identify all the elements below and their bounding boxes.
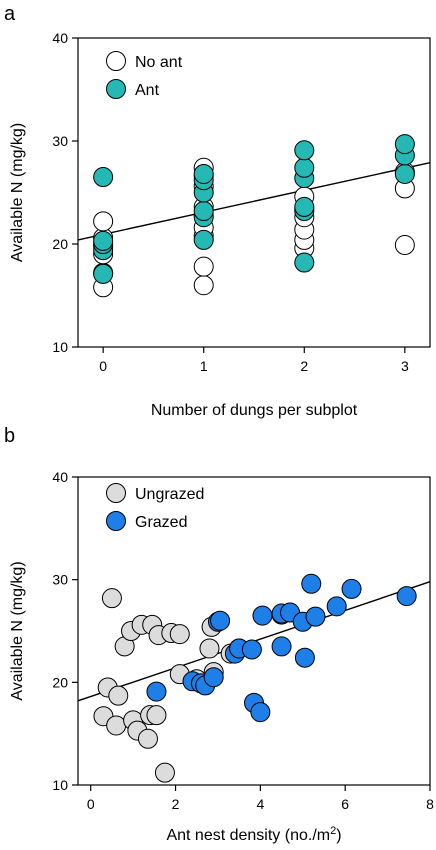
panel-b-legend-label: Ungrazed [135, 486, 204, 503]
panel-a-point-ant [193, 163, 214, 184]
panel-a-x-tick-label: 1 [200, 358, 208, 374]
panel-a-point-ant [93, 263, 114, 284]
panel-b-y-tick-label: 20 [52, 674, 68, 690]
panel-b-y-tick-label: 30 [52, 572, 68, 588]
panel-b-x-axis-label-main: Ant nest density (no./m [166, 827, 330, 844]
panel-a-point-ant [394, 163, 415, 184]
panel-b-point-grazed [210, 610, 231, 631]
panel-a-x-tick-label: 0 [99, 358, 107, 374]
panel-b-point-ungrazed [154, 762, 175, 783]
panel-b-point-grazed [252, 605, 273, 626]
panel-b-point-ungrazed [146, 705, 167, 726]
panel-a-plot-frame [77, 37, 431, 348]
panel-a-point-ant [294, 196, 315, 217]
panel-b-y-tick-label: 10 [52, 777, 68, 793]
panel-a-legend-label: No ant [135, 54, 183, 71]
panel-b-x-tick-label: 4 [256, 796, 264, 812]
panel-b-point-grazed [326, 596, 347, 617]
panel-a-point-ant [93, 167, 114, 188]
panel-a-point-no-ant [93, 211, 114, 232]
panel-a-point-no-ant [193, 275, 214, 296]
panel-a-x-tick-label: 2 [300, 358, 308, 374]
panel-b-y-tick-label: 40 [52, 469, 68, 485]
panel-b-legend-marker [106, 483, 126, 503]
panel-b-letter: b [4, 425, 15, 447]
panel-b-point-grazed [301, 573, 322, 594]
panel-b-point-grazed [305, 606, 326, 627]
panel-a-legend-marker [106, 79, 126, 99]
panel-b-points [93, 573, 417, 783]
panel-b-legend: Ungrazed Grazed [106, 483, 204, 531]
panel-a-fit-line-group [77, 161, 431, 241]
panel-b-point-grazed [250, 702, 271, 723]
panel-b-point-grazed [146, 681, 167, 702]
panel-b-x-tick-label: 0 [87, 796, 95, 812]
panel-b-point-grazed [203, 667, 224, 688]
panel-b-x-axis-label: Ant nest density (no./m2) [166, 825, 341, 844]
panel-a-point-ant [294, 157, 315, 178]
panel-b-point-ungrazed [199, 638, 220, 659]
panel-a-letter: a [4, 3, 16, 25]
panel-b-point-grazed [241, 639, 262, 660]
panel-b-x-axis-label-end: ) [336, 827, 341, 844]
panel-b-point-ungrazed [169, 624, 190, 645]
panel-b-x-tick-label: 6 [341, 796, 349, 812]
panel-b-x-axis-label-superscript: 2 [330, 825, 336, 837]
panel-a-point-ant [394, 134, 415, 155]
panel-a-y-tick-label: 10 [52, 339, 68, 355]
panel-b-point-grazed [271, 636, 292, 657]
panel-b-legend-marker [106, 511, 126, 531]
panel-a-fit-line [77, 161, 431, 241]
panel-a-x-tick-label: 3 [401, 358, 409, 374]
panel-b-point-grazed [396, 586, 417, 607]
panel-b-plot-frame [77, 476, 431, 786]
panel-a-point-ant [294, 252, 315, 273]
panel-a-points [93, 134, 415, 298]
panel-a-point-ant [193, 201, 214, 222]
panel-a-ticks: 10 20 30 40 0 1 2 3 [52, 30, 409, 374]
panel-b-x-tick-label: 8 [426, 796, 434, 812]
panel-a-point-ant [93, 230, 114, 251]
panel-b-x-tick-label: 2 [172, 796, 180, 812]
panel-b-legend-label: Grazed [135, 514, 187, 531]
panel-a-point-no-ant [394, 235, 415, 256]
panel-b-point-ungrazed [101, 588, 122, 609]
panel-b-point-ungrazed [106, 715, 127, 736]
panel-a-y-tick-label: 30 [52, 133, 68, 149]
panel-b: b 10 20 30 40 0 2 4 6 8 Ungrazed Grazed Available… [4, 425, 434, 844]
panel-a-legend-label: Ant [135, 82, 160, 99]
panel-b-ticks: 10 20 30 40 0 2 4 6 8 [52, 469, 434, 812]
panel-a-point-ant [193, 229, 214, 250]
panel-a-y-axis-label: Available N (mg/kg) [9, 123, 26, 262]
panel-a: a 10 20 30 40 0 1 2 3 No ant Ant Available N (mg… [4, 3, 431, 419]
panel-a-point-no-ant [193, 256, 214, 277]
panel-b-point-ungrazed [108, 685, 129, 706]
panel-a-y-tick-label: 20 [52, 236, 68, 252]
panel-a-legend-marker [106, 51, 126, 71]
panel-b-point-grazed [341, 578, 362, 599]
panel-a-y-tick-label: 40 [52, 30, 68, 46]
panel-b-point-ungrazed [137, 728, 158, 749]
panel-a-legend: No ant Ant [106, 51, 183, 99]
panel-a-x-axis-label: Number of dungs per subplot [151, 402, 358, 419]
panel-a-point-ant [294, 140, 315, 161]
panel-b-y-axis-label: Available N (mg/kg) [9, 561, 26, 700]
panel-b-point-grazed [294, 647, 315, 668]
